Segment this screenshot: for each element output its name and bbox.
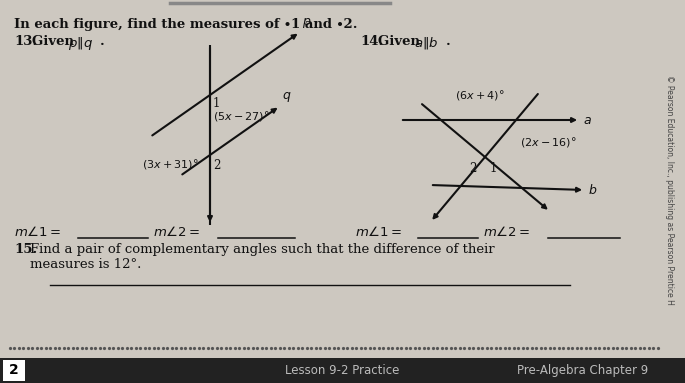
Text: $b$: $b$	[588, 183, 597, 197]
Text: $m\angle 1 =$: $m\angle 1 =$	[355, 225, 402, 239]
FancyBboxPatch shape	[0, 358, 685, 383]
Text: .: .	[100, 35, 105, 48]
Text: 1: 1	[213, 97, 221, 110]
Text: 2: 2	[469, 162, 477, 175]
Text: 13.: 13.	[14, 35, 37, 48]
Text: $p$: $p$	[302, 16, 312, 30]
Text: Lesson 9-2 Practice: Lesson 9-2 Practice	[285, 364, 399, 377]
Text: $(3x+31)$°: $(3x+31)$°	[142, 157, 199, 171]
Text: $(5x-27)$°: $(5x-27)$°	[213, 109, 270, 123]
Text: 15.: 15.	[14, 243, 37, 256]
Text: Find a pair of complementary angles such that the difference of their: Find a pair of complementary angles such…	[30, 243, 495, 256]
Text: Given: Given	[32, 35, 79, 48]
Text: Pre-Algebra Chapter 9: Pre-Algebra Chapter 9	[516, 364, 648, 377]
Text: $a \| b$: $a \| b$	[414, 35, 438, 51]
Text: 2: 2	[213, 159, 221, 172]
Text: $m\angle 2 =$: $m\angle 2 =$	[153, 225, 201, 239]
Text: $m\angle 1 =$: $m\angle 1 =$	[14, 225, 62, 239]
Text: 14.: 14.	[360, 35, 383, 48]
FancyBboxPatch shape	[3, 360, 25, 381]
Text: $q$: $q$	[282, 90, 292, 104]
Text: measures is 12°.: measures is 12°.	[30, 258, 141, 271]
Text: $m\angle 2 =$: $m\angle 2 =$	[483, 225, 530, 239]
Text: In each figure, find the measures of ∙1 and ∙2.: In each figure, find the measures of ∙1 …	[14, 18, 358, 31]
Text: © Pearson Education, Inc., publishing as Pearson Prentice H: © Pearson Education, Inc., publishing as…	[666, 75, 675, 305]
Text: Given: Given	[378, 35, 425, 48]
Text: 2: 2	[9, 363, 19, 378]
Text: $p \| q$: $p \| q$	[68, 35, 93, 52]
Text: .: .	[446, 35, 451, 48]
Text: $(2x-16)$°: $(2x-16)$°	[520, 135, 577, 149]
Text: 1: 1	[489, 162, 497, 175]
Text: $a$: $a$	[583, 113, 592, 126]
Text: $(6x+4)$°: $(6x+4)$°	[456, 88, 505, 102]
